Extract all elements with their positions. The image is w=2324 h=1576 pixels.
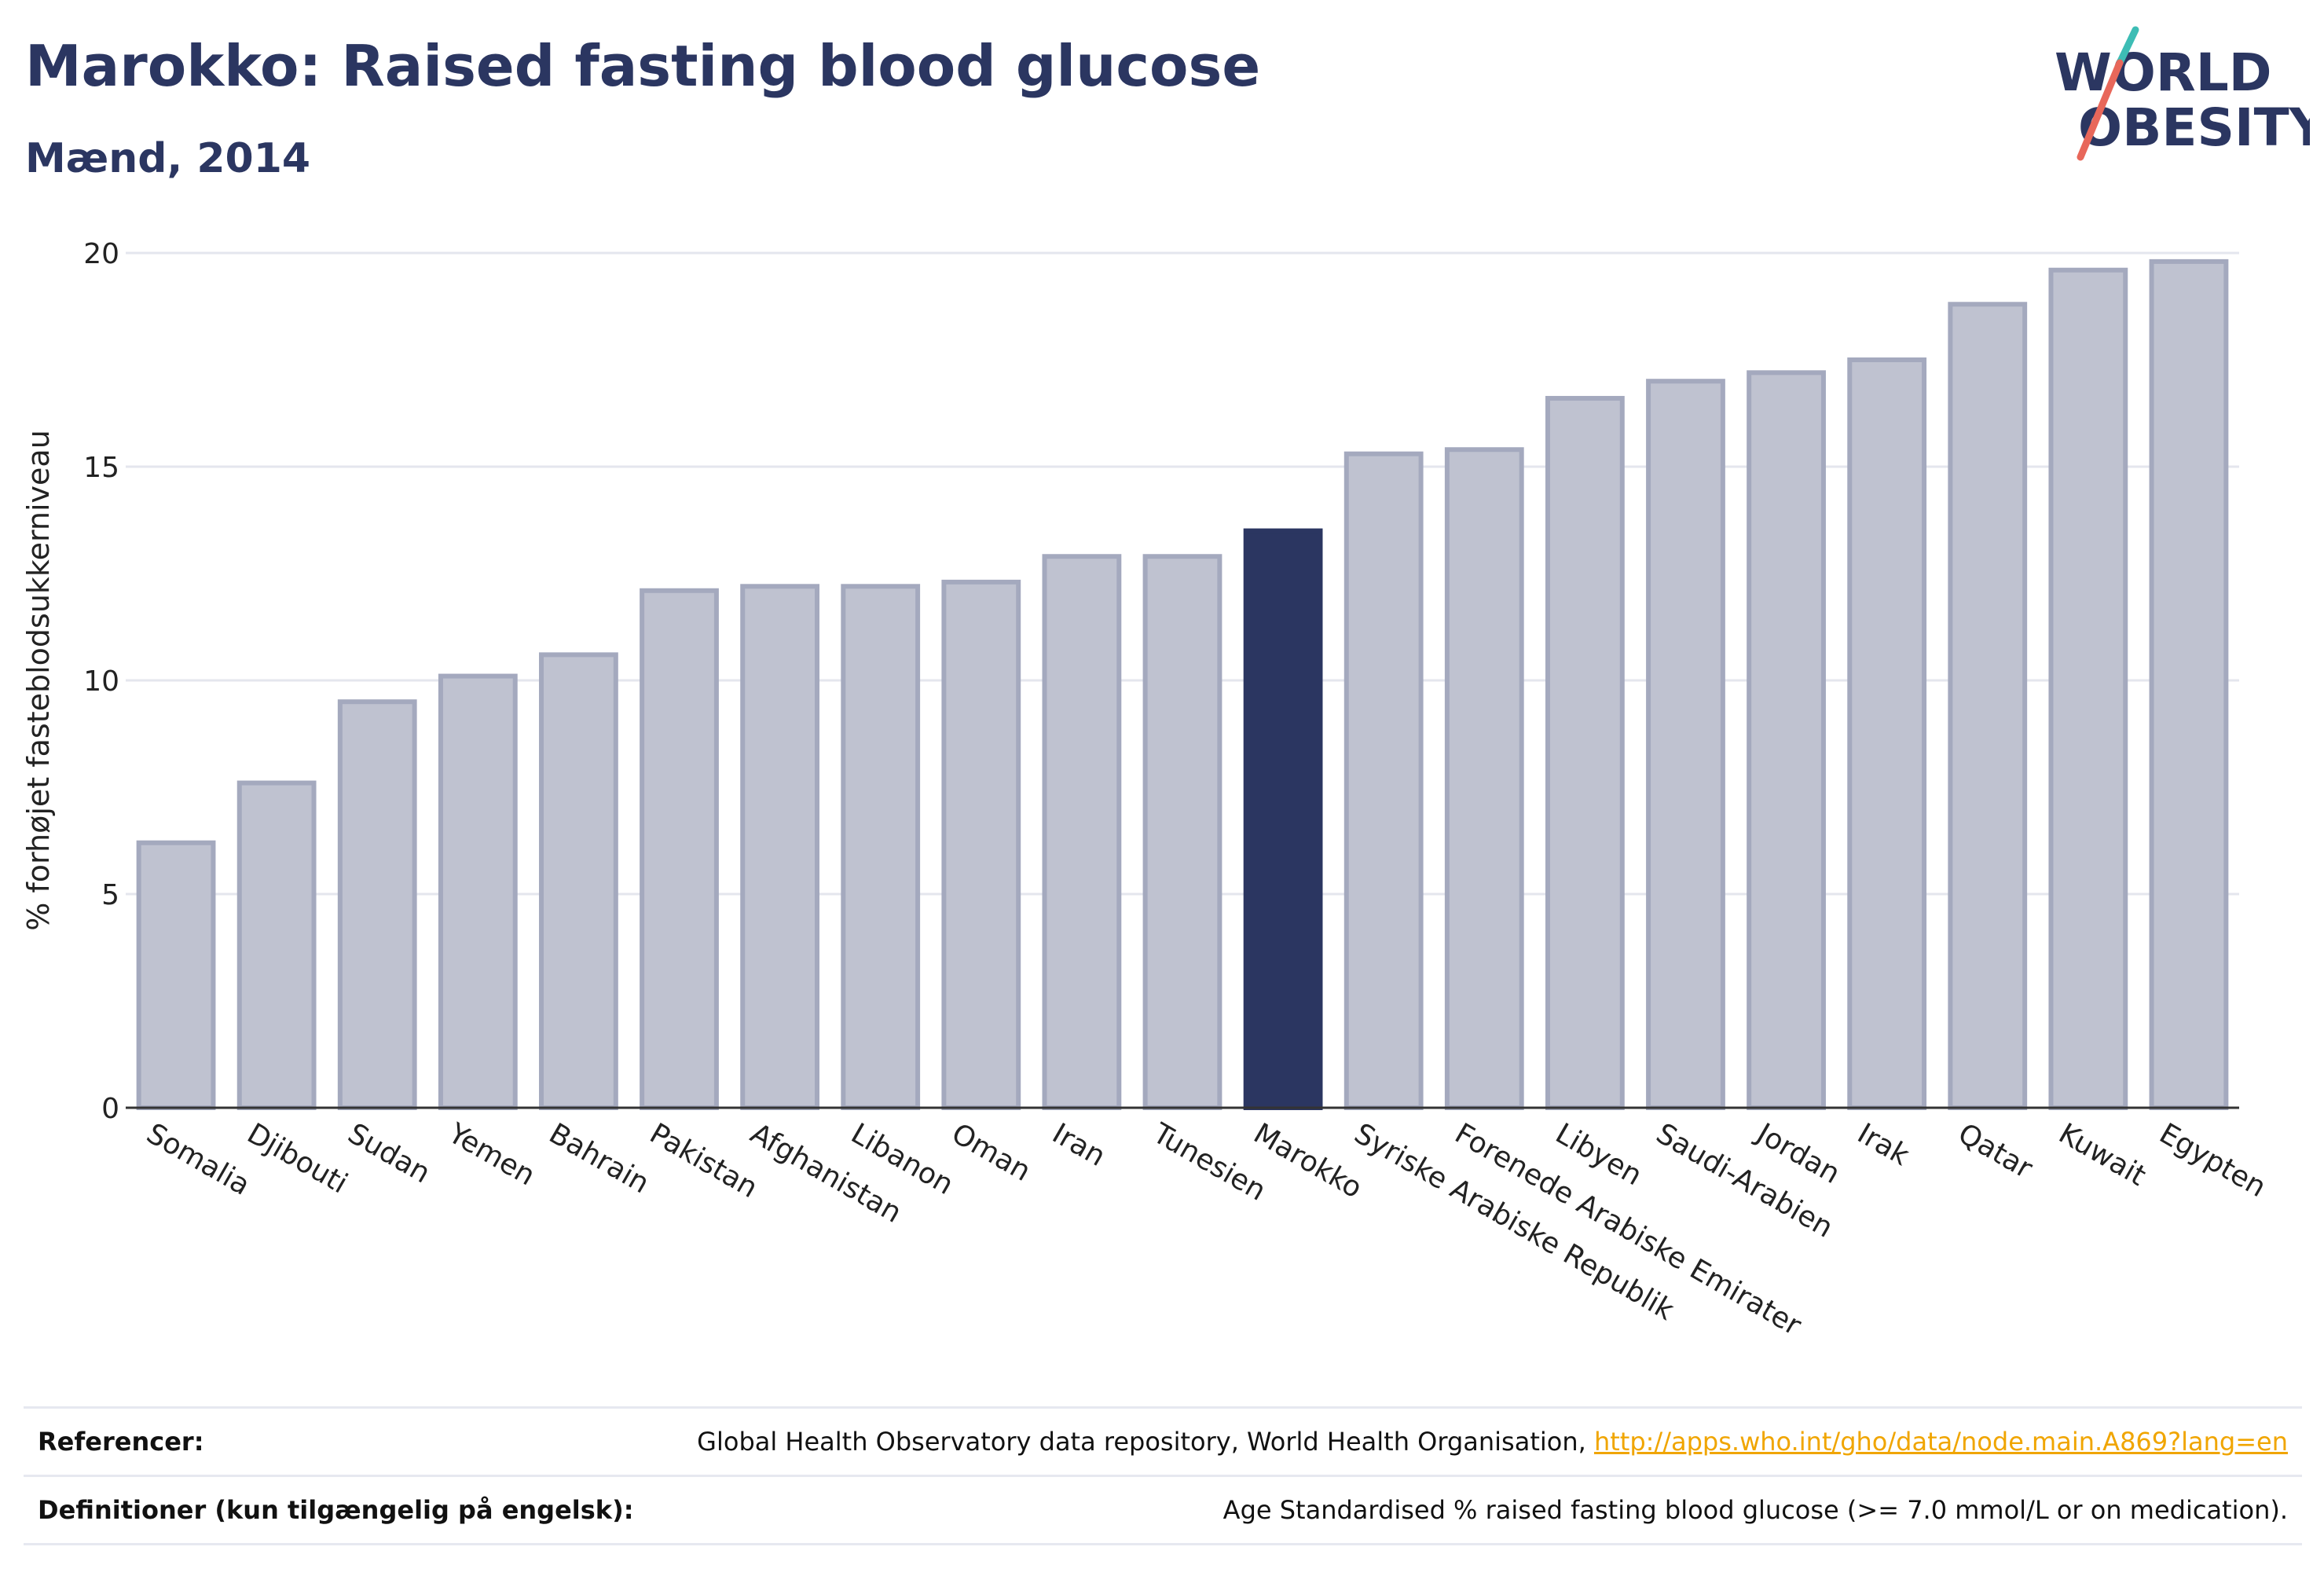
bar[interactable] bbox=[1243, 528, 1323, 1110]
references-text: Global Health Observatory data repositor… bbox=[697, 1427, 1594, 1457]
x-tick-label: Bahrain bbox=[544, 1117, 654, 1200]
x-tick-label: Irak bbox=[1852, 1117, 1915, 1172]
bar[interactable] bbox=[539, 652, 618, 1110]
bar[interactable] bbox=[1646, 379, 1725, 1110]
bar[interactable] bbox=[841, 584, 921, 1110]
world-obesity-logo: WORLD OBESITY bbox=[2055, 26, 2310, 161]
y-tick-label: 0 bbox=[101, 1093, 119, 1125]
y-axis-ticks: 0 5 10 15 20 bbox=[83, 238, 119, 1125]
logo-line1: WORLD bbox=[2055, 42, 2272, 103]
definitions-value: Age Standardised % raised fasting blood … bbox=[1222, 1495, 2288, 1525]
bar[interactable] bbox=[2149, 258, 2229, 1110]
x-tick-label: Oman bbox=[946, 1117, 1036, 1188]
bar[interactable] bbox=[1747, 370, 1826, 1110]
references-label: Referencer: bbox=[38, 1427, 204, 1457]
bar[interactable] bbox=[236, 780, 317, 1110]
bar[interactable] bbox=[1847, 357, 1927, 1110]
bar[interactable] bbox=[438, 673, 518, 1110]
x-tick-label: Iran bbox=[1047, 1117, 1110, 1173]
chart-title: Marokko: Raised fasting blood glucose bbox=[25, 33, 1261, 99]
x-tick-label: Egypten bbox=[2154, 1117, 2271, 1204]
bar[interactable] bbox=[1343, 451, 1424, 1110]
x-tick-label: Tunesien bbox=[1147, 1117, 1271, 1208]
bar[interactable] bbox=[337, 699, 417, 1110]
references-row: Referencer: Global Health Observatory da… bbox=[24, 1406, 2302, 1475]
x-tick-label: Yemen bbox=[442, 1117, 541, 1193]
x-tick-label: Qatar bbox=[1952, 1117, 2037, 1185]
x-tick-label: Saudi-Arabien bbox=[1651, 1117, 1838, 1244]
bar[interactable] bbox=[1444, 447, 1524, 1110]
definitions-row: Definitioner (kun tilgængelig på engelsk… bbox=[24, 1475, 2302, 1545]
references-value: Global Health Observatory data repositor… bbox=[697, 1427, 2302, 1457]
y-axis-label: % forhøjet fasteblodsukkerniveau bbox=[21, 430, 56, 931]
bar[interactable] bbox=[640, 588, 719, 1110]
references-link[interactable]: http://apps.who.int/gho/data/node.main.A… bbox=[1593, 1427, 2288, 1457]
bar[interactable] bbox=[136, 840, 216, 1110]
x-tick-label: Sudan bbox=[343, 1117, 436, 1189]
logo-slash-red bbox=[2077, 59, 2124, 161]
bar[interactable] bbox=[740, 584, 820, 1110]
bars bbox=[136, 258, 2229, 1110]
bar[interactable] bbox=[1042, 554, 1122, 1110]
x-tick-label: Somalia bbox=[141, 1117, 255, 1202]
logo-slash-teal bbox=[2116, 26, 2139, 67]
definitions-label: Definitioner (kun tilgængelig på engelsk… bbox=[38, 1495, 634, 1525]
x-tick-label: Pakistan bbox=[644, 1117, 763, 1204]
bar[interactable] bbox=[941, 579, 1021, 1110]
y-tick-label: 20 bbox=[83, 238, 119, 270]
y-tick-label: 5 bbox=[101, 879, 119, 911]
y-tick-label: 15 bbox=[83, 452, 119, 484]
x-tick-label: Marokko bbox=[1248, 1117, 1368, 1204]
logo-line2: OBESITY bbox=[2078, 97, 2310, 158]
bar[interactable] bbox=[2048, 267, 2128, 1110]
x-tick-label: Kuwait bbox=[2053, 1117, 2151, 1193]
bar[interactable] bbox=[1142, 554, 1222, 1110]
chart-subtitle: Mænd, 2014 bbox=[25, 135, 311, 182]
x-tick-label: Djibouti bbox=[242, 1117, 353, 1200]
y-tick-label: 10 bbox=[83, 665, 119, 698]
bar[interactable] bbox=[1545, 395, 1625, 1110]
footer: Referencer: Global Health Observatory da… bbox=[24, 1406, 2302, 1545]
bar[interactable] bbox=[1948, 302, 2028, 1110]
